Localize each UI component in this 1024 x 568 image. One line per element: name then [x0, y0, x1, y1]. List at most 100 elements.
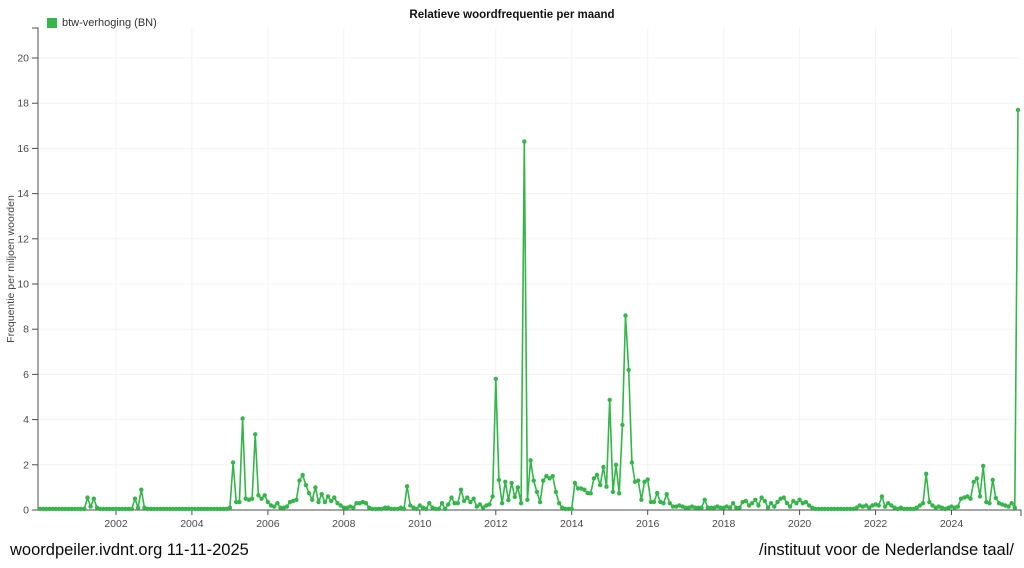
data-point[interactable] — [126, 506, 131, 512]
data-point[interactable] — [78, 506, 84, 512]
data-point[interactable] — [91, 496, 97, 501]
data-point[interactable] — [905, 506, 910, 512]
data-point[interactable] — [955, 504, 961, 509]
data-point[interactable] — [113, 506, 119, 512]
data-point[interactable] — [623, 313, 628, 318]
data-point[interactable] — [82, 506, 87, 512]
data-point[interactable] — [85, 495, 90, 500]
data-point[interactable] — [908, 506, 913, 512]
data-point[interactable] — [917, 503, 923, 508]
data-point[interactable] — [749, 501, 755, 506]
data-point[interactable] — [746, 503, 752, 508]
data-point[interactable] — [116, 506, 122, 512]
data-point[interactable] — [968, 496, 973, 501]
data-point[interactable] — [854, 505, 859, 510]
data-point[interactable] — [325, 494, 331, 499]
data-point[interactable] — [496, 477, 502, 483]
data-point[interactable] — [610, 489, 616, 495]
data-point[interactable] — [461, 498, 467, 504]
data-point[interactable] — [446, 502, 451, 507]
data-point[interactable] — [838, 506, 843, 512]
data-point[interactable] — [208, 506, 214, 512]
data-point[interactable] — [442, 506, 448, 512]
data-point[interactable] — [848, 506, 853, 512]
data-point[interactable] — [753, 497, 758, 502]
data-point[interactable] — [598, 482, 603, 488]
data-point[interactable] — [575, 486, 581, 491]
data-point[interactable] — [512, 494, 517, 500]
data-point[interactable] — [1006, 504, 1011, 509]
data-point[interactable] — [1009, 501, 1014, 506]
data-point[interactable] — [458, 487, 464, 492]
data-point[interactable] — [310, 497, 315, 502]
data-point[interactable] — [528, 458, 533, 463]
data-point[interactable] — [1015, 107, 1021, 113]
data-point[interactable] — [639, 497, 644, 502]
data-point[interactable] — [56, 506, 62, 512]
data-point[interactable] — [167, 506, 172, 512]
data-point[interactable] — [170, 506, 176, 512]
data-point[interactable] — [439, 501, 445, 506]
data-point[interactable] — [832, 506, 837, 512]
data-point[interactable] — [177, 506, 182, 512]
data-point[interactable] — [417, 503, 422, 508]
data-point[interactable] — [705, 505, 710, 510]
data-point[interactable] — [566, 506, 571, 512]
data-point[interactable] — [154, 506, 160, 512]
data-point[interactable] — [180, 506, 185, 512]
data-point[interactable] — [651, 499, 657, 505]
data-point[interactable] — [465, 495, 470, 500]
data-point[interactable] — [506, 497, 511, 503]
data-point[interactable] — [990, 477, 995, 483]
data-point[interactable] — [626, 367, 631, 373]
data-point[interactable] — [186, 506, 191, 512]
data-point[interactable] — [974, 476, 980, 481]
data-point[interactable] — [202, 506, 207, 512]
data-point[interactable] — [534, 489, 540, 495]
data-point[interactable] — [120, 506, 125, 512]
data-point[interactable] — [306, 490, 312, 496]
data-point[interactable] — [730, 501, 736, 506]
data-point[interactable] — [781, 495, 786, 500]
data-point[interactable] — [148, 506, 153, 512]
data-point[interactable] — [965, 494, 970, 499]
data-point[interactable] — [670, 504, 676, 509]
data-point[interactable] — [303, 482, 309, 488]
data-point[interactable] — [218, 506, 223, 512]
data-point[interactable] — [734, 505, 739, 510]
data-point[interactable] — [41, 506, 46, 512]
data-point[interactable] — [604, 484, 609, 489]
data-point[interactable] — [237, 499, 242, 505]
data-point[interactable] — [718, 505, 723, 510]
data-point[interactable] — [338, 503, 343, 508]
data-point[interactable] — [582, 487, 587, 492]
data-point[interactable] — [455, 501, 460, 506]
data-point[interactable] — [509, 480, 514, 486]
data-point[interactable] — [332, 495, 337, 500]
data-point[interactable] — [787, 504, 793, 509]
data-point[interactable] — [889, 503, 894, 508]
data-point[interactable] — [123, 506, 128, 512]
data-point[interactable] — [607, 397, 612, 403]
data-point[interactable] — [69, 506, 74, 512]
data-point[interactable] — [449, 495, 454, 500]
data-point[interactable] — [544, 473, 549, 479]
data-point[interactable] — [696, 505, 701, 510]
data-point[interactable] — [215, 506, 220, 512]
data-point[interactable] — [262, 493, 267, 498]
data-point[interactable] — [518, 501, 524, 506]
data-point[interactable] — [743, 498, 748, 504]
data-point[interactable] — [664, 492, 669, 497]
data-point[interactable] — [702, 497, 707, 502]
data-point[interactable] — [382, 505, 388, 510]
data-point[interactable] — [60, 506, 65, 512]
data-point[interactable] — [525, 497, 530, 502]
data-point[interactable] — [101, 506, 106, 512]
data-point[interactable] — [620, 422, 625, 428]
data-point[interactable] — [920, 501, 926, 506]
data-point[interactable] — [452, 501, 457, 506]
data-point[interactable] — [791, 498, 796, 504]
data-point[interactable] — [145, 506, 150, 512]
data-point[interactable] — [414, 506, 419, 512]
data-point[interactable] — [427, 501, 432, 506]
